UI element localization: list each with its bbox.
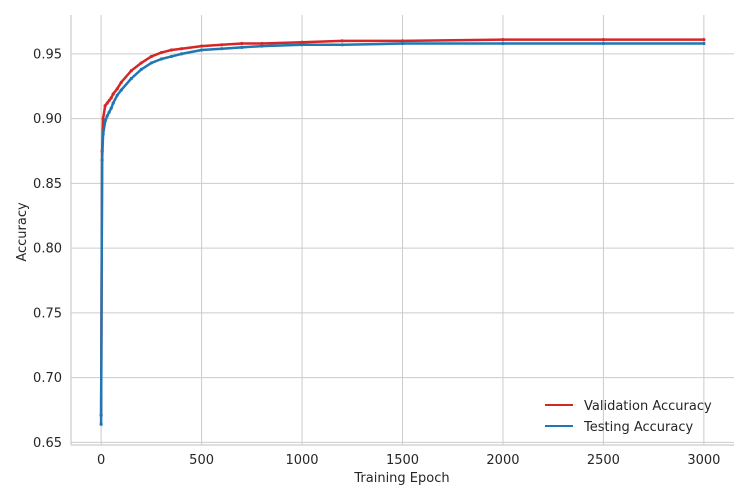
validation-point bbox=[501, 38, 505, 42]
validation-point bbox=[199, 44, 204, 48]
testing-point bbox=[199, 48, 204, 52]
y-tick-label: 0.75 bbox=[33, 306, 62, 321]
testing-point bbox=[501, 41, 505, 46]
y-tick-label: 0.65 bbox=[33, 436, 62, 451]
testing-point bbox=[100, 158, 104, 162]
x-tick-label: 1500 bbox=[386, 453, 419, 468]
testing-point bbox=[601, 41, 606, 46]
testing-point bbox=[105, 114, 109, 118]
x-tick-label: 1000 bbox=[285, 453, 318, 468]
validation-point bbox=[220, 43, 224, 47]
testing-point bbox=[159, 57, 164, 61]
testing-point bbox=[103, 119, 107, 123]
series-lines bbox=[99, 38, 706, 426]
legend: Validation Accuracy Testing Accuracy bbox=[545, 399, 712, 435]
validation-point bbox=[149, 54, 153, 59]
y-tick-label: 0.95 bbox=[33, 47, 62, 62]
testing-point bbox=[179, 52, 184, 56]
testing-point bbox=[139, 67, 143, 71]
validation-point bbox=[340, 39, 344, 43]
validation-point bbox=[101, 117, 105, 121]
testing-point bbox=[99, 422, 103, 426]
validation-point bbox=[169, 48, 174, 52]
testing-point bbox=[149, 61, 153, 65]
y-tick-label: 0.90 bbox=[33, 112, 62, 127]
validation-point bbox=[240, 41, 244, 46]
validation-point bbox=[109, 96, 113, 100]
x-tick-label: 2500 bbox=[587, 453, 620, 468]
validation-point bbox=[107, 98, 111, 103]
y-tick-label: 0.70 bbox=[33, 371, 62, 386]
tick-labels: 0 500 1000 1500 2000 2500 3000 0.65 0.70 0.75 0.80… bbox=[33, 47, 720, 468]
testing-point bbox=[340, 43, 344, 47]
testing-point bbox=[702, 41, 706, 46]
axes bbox=[70, 15, 734, 446]
validation-point bbox=[300, 40, 304, 44]
testing-point bbox=[400, 41, 405, 46]
x-tick-label: 3000 bbox=[687, 453, 720, 468]
testing-point bbox=[220, 47, 224, 51]
x-tick-label: 2000 bbox=[486, 453, 519, 468]
testing-point bbox=[300, 43, 304, 47]
validation-point bbox=[115, 87, 119, 91]
legend-label-testing: Testing Accuracy bbox=[583, 420, 693, 435]
validation-point bbox=[139, 61, 143, 65]
testing-point bbox=[109, 106, 113, 110]
x-tick-label: 0 bbox=[97, 453, 105, 468]
validation-point bbox=[601, 38, 606, 42]
x-axis-label: Training Epoch bbox=[353, 471, 449, 486]
y-axis-label: Accuracy bbox=[15, 202, 30, 262]
validation-point bbox=[103, 104, 107, 108]
validation-point bbox=[179, 47, 184, 51]
testing-point bbox=[111, 101, 115, 105]
testing-point bbox=[260, 44, 264, 48]
grid-lines bbox=[71, 15, 734, 445]
testing-point bbox=[101, 132, 105, 136]
validation-point bbox=[105, 101, 109, 105]
validation-point bbox=[260, 41, 264, 46]
testing-point bbox=[119, 88, 123, 92]
y-tick-label: 0.85 bbox=[33, 177, 62, 192]
legend-label-validation: Validation Accuracy bbox=[584, 399, 712, 414]
testing-point bbox=[115, 93, 119, 97]
validation-point bbox=[400, 39, 405, 43]
x-tick-label: 500 bbox=[189, 453, 214, 468]
testing-point bbox=[129, 76, 133, 81]
validation-point bbox=[119, 80, 123, 84]
validation-point bbox=[111, 92, 115, 96]
testing-point bbox=[169, 54, 174, 59]
testing-point bbox=[240, 45, 244, 49]
y-tick-label: 0.80 bbox=[33, 242, 62, 257]
validation-point bbox=[159, 50, 164, 55]
validation-point bbox=[129, 69, 133, 73]
testing-point bbox=[107, 110, 111, 114]
validation-point bbox=[702, 38, 706, 42]
